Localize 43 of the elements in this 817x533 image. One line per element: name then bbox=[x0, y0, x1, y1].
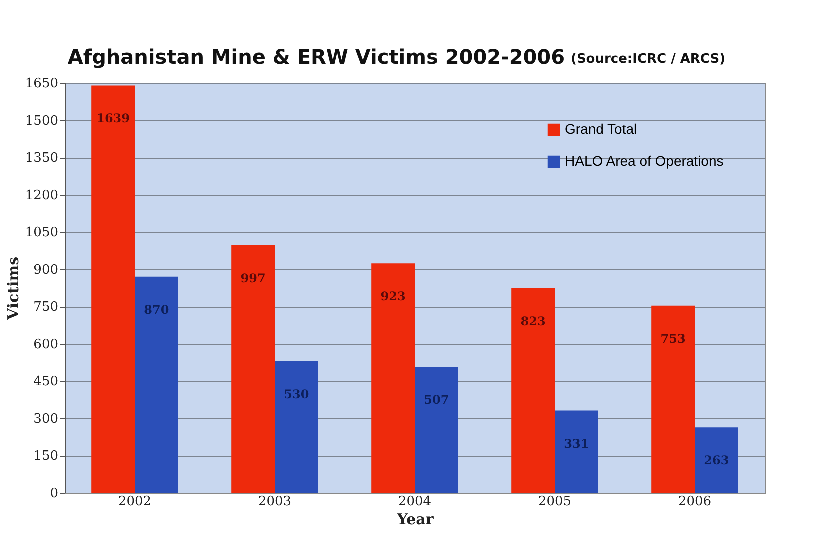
y-tick-label: 300 bbox=[34, 412, 58, 427]
data-label: 923 bbox=[380, 290, 406, 304]
y-tick-label: 1350 bbox=[25, 151, 58, 166]
legend-label: HALO Area of Operations bbox=[565, 153, 724, 169]
x-tick-label: 2005 bbox=[538, 494, 572, 510]
y-tick-label: 450 bbox=[34, 374, 58, 390]
y-tick-label: 600 bbox=[34, 337, 58, 352]
y-tick-label: 1050 bbox=[25, 226, 58, 241]
bar bbox=[695, 428, 738, 493]
x-axis-title: Year bbox=[396, 510, 435, 528]
bar bbox=[92, 86, 135, 493]
bar bbox=[135, 276, 178, 493]
x-tick-label: 2003 bbox=[258, 494, 292, 510]
y-tick-label: 900 bbox=[34, 262, 58, 278]
data-label: 507 bbox=[424, 393, 450, 408]
data-label: 870 bbox=[144, 302, 170, 317]
data-label: 823 bbox=[520, 314, 546, 328]
data-label: 997 bbox=[240, 271, 266, 286]
bar bbox=[275, 361, 318, 493]
data-label: 530 bbox=[284, 387, 310, 402]
x-tick-label: 2006 bbox=[678, 494, 712, 510]
y-tick-label: 150 bbox=[34, 449, 58, 464]
x-tick-label: 2002 bbox=[118, 494, 152, 510]
bar bbox=[512, 288, 555, 493]
bar bbox=[415, 367, 458, 493]
data-label: 331 bbox=[564, 436, 590, 451]
x-tick-label: 2004 bbox=[398, 494, 432, 510]
data-label: 753 bbox=[660, 332, 686, 346]
bar bbox=[555, 410, 598, 493]
data-label: 1639 bbox=[96, 112, 130, 126]
y-tick-label: 0 bbox=[50, 486, 58, 502]
chart-title: Afghanistan Mine & ERW Victims 2002-2006 bbox=[68, 45, 565, 69]
y-tick-label: 1200 bbox=[25, 188, 58, 204]
bar bbox=[652, 306, 695, 493]
data-label: 263 bbox=[704, 454, 730, 468]
legend-label: Grand Total bbox=[565, 121, 638, 137]
y-axis-title: Victims bbox=[4, 256, 22, 322]
y-tick-label: 750 bbox=[34, 300, 58, 316]
bar bbox=[232, 245, 275, 493]
y-tick-label: 1500 bbox=[25, 114, 58, 129]
bar bbox=[372, 264, 415, 493]
text: (Source:ICRC / ARCS) bbox=[571, 52, 726, 67]
y-tick-label: 1650 bbox=[25, 76, 58, 92]
